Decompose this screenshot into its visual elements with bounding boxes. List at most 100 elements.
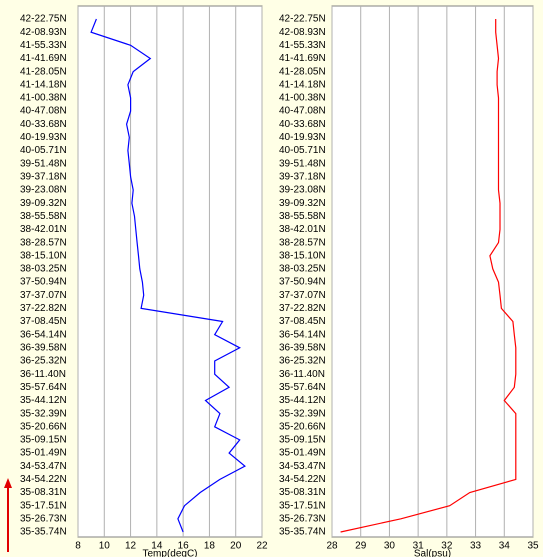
x-tick-label: 31 <box>413 541 425 552</box>
y-tick-label: 38-15.10N <box>279 250 326 261</box>
y-tick-label: 38-55.58N <box>279 211 326 222</box>
x-tick-label: 8 <box>75 541 81 552</box>
y-tick-label: 36-39.58N <box>20 342 67 353</box>
y-tick-label: 35-17.51N <box>279 500 326 511</box>
y-tick-label: 35-32.39N <box>279 408 326 419</box>
y-tick-label: 41-55.33N <box>20 40 67 51</box>
y-tick-label: 35-35.74N <box>279 527 326 538</box>
data-line <box>340 19 517 533</box>
y-tick-label: 35-26.73N <box>279 513 326 524</box>
y-tick-label: 34-53.47N <box>20 461 67 472</box>
y-tick-label: 36-54.14N <box>20 329 67 340</box>
y-tick-label: 35-08.31N <box>279 487 326 498</box>
x-tick-label: 35 <box>527 541 539 552</box>
y-tick-label: 38-03.25N <box>279 264 326 275</box>
y-tick-label: 35-01.49N <box>279 448 326 459</box>
x-tick-label: 29 <box>355 541 367 552</box>
y-tick-label: 37-37.07N <box>279 290 326 301</box>
y-tick-label: 41-14.18N <box>279 79 326 90</box>
x-tick-label: 28 <box>326 541 338 552</box>
y-tick-label: 39-09.32N <box>20 198 67 209</box>
x-tick-label: 12 <box>125 541 137 552</box>
y-tick-label: 38-55.58N <box>20 211 67 222</box>
y-tick-label: 37-08.45N <box>20 316 67 327</box>
y-tick-label: 41-55.33N <box>279 40 326 51</box>
y-tick-label: 40-47.08N <box>279 106 326 117</box>
y-tick-label: 39-37.18N <box>279 171 326 182</box>
x-tick-label: 34 <box>499 541 511 552</box>
y-tick-label: 39-23.08N <box>279 185 326 196</box>
y-tick-label: 38-42.01N <box>279 224 326 235</box>
x-tick-label: 20 <box>230 541 242 552</box>
y-tick-label: 41-14.18N <box>20 79 67 90</box>
y-tick-label: 35-08.31N <box>20 487 67 498</box>
y-tick-label: 36-11.40N <box>279 369 325 380</box>
y-tick-label: 35-20.66N <box>279 421 326 432</box>
x-tick-label: 30 <box>384 541 396 552</box>
y-tick-label: 39-09.32N <box>279 198 326 209</box>
y-tick-label: 40-33.68N <box>279 119 326 130</box>
x-tick-label: 10 <box>99 541 111 552</box>
y-tick-label: 42-08.93N <box>279 27 326 38</box>
x-tick-label: 16 <box>178 541 190 552</box>
y-tick-label: 38-03.25N <box>20 264 67 275</box>
x-axis-label: Temp(degC) <box>142 549 197 557</box>
y-tick-label: 39-51.48N <box>279 158 326 169</box>
y-tick-label: 36-25.32N <box>279 356 326 367</box>
y-tick-label: 40-19.93N <box>279 132 326 143</box>
y-tick-label: 39-23.08N <box>20 185 67 196</box>
y-tick-label: 38-42.01N <box>20 224 67 235</box>
y-tick-label: 36-39.58N <box>279 342 326 353</box>
y-tick-label: 35-44.12N <box>279 395 326 406</box>
y-tick-label: 41-00.38N <box>20 93 67 104</box>
y-tick-label: 37-50.94N <box>279 277 326 288</box>
y-tick-label: 35-20.66N <box>20 421 67 432</box>
y-tick-label: 39-51.48N <box>20 158 67 169</box>
y-tick-label: 41-28.05N <box>20 66 67 77</box>
x-tick-label: 18 <box>204 541 216 552</box>
x-tick-label: 33 <box>470 541 482 552</box>
y-tick-label: 35-57.64N <box>20 382 67 393</box>
plot-area <box>77 5 263 538</box>
y-tick-label: 35-57.64N <box>279 382 326 393</box>
y-tick-label: 42-08.93N <box>20 27 67 38</box>
y-tick-label: 40-05.71N <box>20 145 67 156</box>
y-tick-label: 37-50.94N <box>20 277 67 288</box>
data-line <box>90 18 246 533</box>
y-tick-label: 35-01.49N <box>20 448 67 459</box>
y-tick-label: 36-25.32N <box>20 356 67 367</box>
x-tick-label: 22 <box>256 541 268 552</box>
plot-area <box>331 5 534 538</box>
y-tick-label: 35-32.39N <box>20 408 67 419</box>
y-tick-label: 40-05.71N <box>279 145 326 156</box>
y-tick-label: 35-26.73N <box>20 513 67 524</box>
x-axis-label: Sal(psu) <box>414 549 451 557</box>
y-tick-label: 36-54.14N <box>279 329 326 340</box>
y-tick-label: 38-28.57N <box>279 237 326 248</box>
y-tick-label: 36-11.40N <box>20 369 66 380</box>
y-tick-label: 34-53.47N <box>279 461 326 472</box>
y-tick-label: 34-54.22N <box>279 474 326 485</box>
y-tick-label: 41-28.05N <box>279 66 326 77</box>
y-tick-label: 41-41.69N <box>279 53 326 64</box>
y-tick-label: 40-33.68N <box>20 119 67 130</box>
y-tick-label: 37-22.82N <box>279 303 326 314</box>
y-tick-label: 42-22.75N <box>279 14 326 25</box>
arrow-head <box>4 478 12 488</box>
y-tick-label: 35-17.51N <box>20 500 67 511</box>
y-tick-label: 40-47.08N <box>20 106 67 117</box>
y-tick-label: 39-37.18N <box>20 171 67 182</box>
x-tick-label: 32 <box>441 541 453 552</box>
y-tick-label: 40-19.93N <box>20 132 67 143</box>
y-tick-label: 37-37.07N <box>20 290 67 301</box>
y-tick-label: 42-22.75N <box>20 14 67 25</box>
y-tick-label: 35-09.15N <box>279 435 326 446</box>
y-tick-label: 35-35.74N <box>20 527 67 538</box>
y-tick-label: 35-44.12N <box>20 395 67 406</box>
y-tick-label: 37-08.45N <box>279 316 326 327</box>
y-tick-label: 38-28.57N <box>20 237 67 248</box>
y-tick-label: 38-15.10N <box>20 250 67 261</box>
x-tick-label: 14 <box>151 541 163 552</box>
y-tick-label: 35-09.15N <box>20 435 67 446</box>
y-tick-label: 34-54.22N <box>20 474 67 485</box>
